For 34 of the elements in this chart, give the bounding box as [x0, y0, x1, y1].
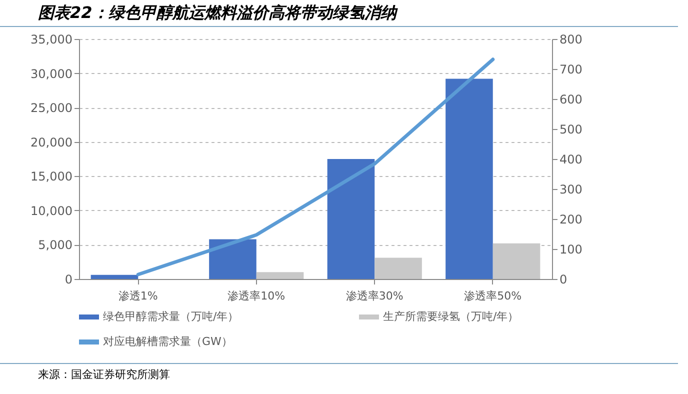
bar — [256, 272, 304, 279]
bar — [327, 159, 375, 279]
y2-tick-label: 700 — [560, 62, 582, 76]
y2-tick-label: 200 — [560, 212, 582, 226]
legend-label: 绿色甲醇需求量（万吨/年） — [103, 310, 239, 323]
x-tick-label: 渗透率10% — [228, 290, 286, 302]
y-tick-label: 5,000 — [38, 238, 72, 252]
y-tick-label: 30,000 — [30, 66, 72, 81]
x-tick-label: 渗透率30% — [346, 290, 404, 302]
y2-tick-label: 0 — [560, 272, 568, 286]
y-tick-label: 20,000 — [30, 135, 72, 150]
y-tick-label: 15,000 — [30, 170, 72, 184]
chart-title: 图表22：绿色甲醇航运燃料溢价高将带动绿氢消纳 — [0, 0, 678, 27]
y2-tick-label: 400 — [560, 152, 582, 166]
y2-tick-label: 300 — [560, 182, 582, 196]
bar — [90, 274, 138, 279]
legend-label: 对应电解槽需求量（GW） — [103, 335, 232, 348]
y-tick-label: 0 — [64, 272, 72, 286]
bar — [492, 243, 540, 279]
y-tick-label: 35,000 — [30, 32, 72, 46]
bar — [374, 258, 422, 279]
y2-tick-label: 500 — [560, 122, 582, 136]
x-tick-label: 渗透1% — [118, 290, 158, 302]
y2-tick-label: 100 — [560, 242, 582, 256]
y2-tick-label: 600 — [560, 92, 582, 106]
bar — [209, 239, 256, 279]
y-tick-label: 10,000 — [30, 204, 72, 218]
x-tick-label: 渗透率50% — [464, 290, 522, 302]
y-tick-label: 25,000 — [30, 101, 72, 116]
y2-tick-label: 800 — [560, 32, 582, 46]
legend-label: 生产所需要绿氢（万吨/年） — [383, 310, 519, 323]
bar — [446, 78, 493, 279]
line-series — [136, 58, 495, 276]
source-note: 来源：国金证券研究所测算 — [0, 363, 678, 382]
